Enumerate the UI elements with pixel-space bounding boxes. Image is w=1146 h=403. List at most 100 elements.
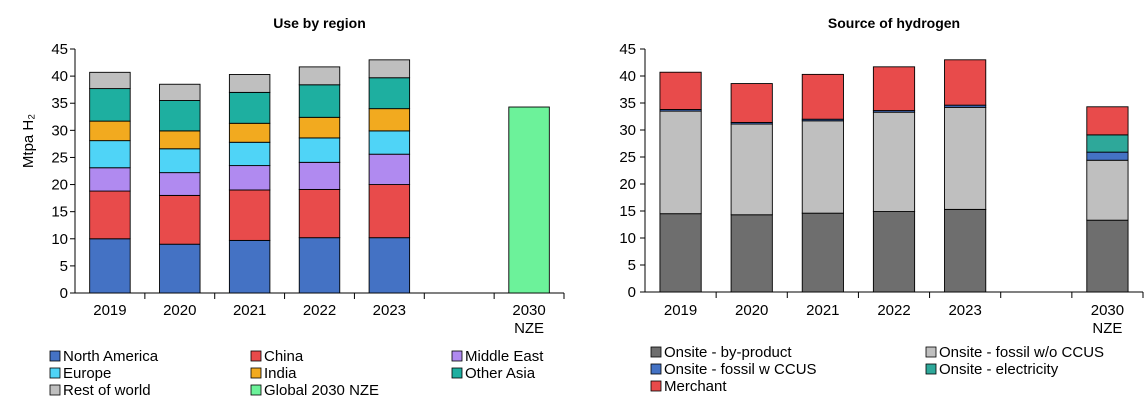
- bar-segment-onsite-fossil-w-o-ccus: [659, 110, 702, 215]
- bar-segment-onsite-fossil-w-o-ccus: [872, 111, 916, 212]
- legend-label: Onsite - fossil w CCUS: [664, 361, 817, 378]
- bar-segment-onsite-by-product: [944, 208, 987, 293]
- x-category-label: 2021: [806, 302, 839, 319]
- x-category-label: 2021: [233, 302, 266, 319]
- y-tick-label: 15: [51, 204, 68, 221]
- bar-segment-north-america: [298, 237, 341, 294]
- bar-segment-europe: [89, 140, 131, 169]
- bar-segment-onsite-fossil-w-ccus: [1086, 151, 1129, 161]
- legend-label: Rest of world: [63, 382, 151, 399]
- bar-segment-rest-of-world: [368, 59, 411, 79]
- bar-segment-middle-east: [368, 153, 411, 186]
- bar-segment-other-asia: [159, 100, 201, 132]
- bar-segment-global-2030-nze: [508, 106, 550, 294]
- legend-label: Onsite - by-product: [664, 344, 792, 361]
- bar-segment-merchant: [872, 66, 916, 112]
- bar-segment-china: [159, 194, 201, 245]
- x-category-label: 2020: [163, 302, 196, 319]
- legend-label: Europe: [63, 365, 111, 382]
- legend-swatch: [650, 380, 662, 392]
- legend-swatch: [451, 350, 463, 362]
- y-tick-label: 0: [628, 284, 636, 301]
- x-category-label: 2022: [877, 302, 910, 319]
- bar-segment-other-asia: [89, 88, 131, 122]
- x-category-label: 2023: [373, 302, 406, 319]
- bar-segment-onsite-by-product: [1086, 219, 1129, 293]
- chart-title-2: Source of hydrogen: [828, 15, 960, 31]
- bar-segment-north-america: [228, 239, 271, 294]
- legend-label: Other Asia: [465, 365, 536, 382]
- y-tick-label: 30: [619, 122, 636, 139]
- bar-segment-north-america: [159, 243, 201, 294]
- legend-label: Global 2030 NZE: [264, 382, 379, 399]
- bar-segment-onsite-fossil-w-o-ccus: [730, 123, 773, 216]
- legend-label: Onsite - electricity: [939, 361, 1059, 378]
- y-tick-label: 10: [619, 230, 636, 247]
- bar-segment-onsite-fossil-w-o-ccus: [801, 120, 844, 214]
- bar-segment-rest-of-world: [159, 83, 201, 101]
- bar-segment-merchant: [801, 73, 844, 120]
- bar-segment-merchant: [944, 59, 987, 106]
- legend-swatch: [925, 346, 937, 358]
- bar-segment-europe: [159, 148, 201, 174]
- bar-segment-india: [298, 116, 341, 139]
- legend-label: China: [264, 348, 304, 365]
- bar-segment-other-asia: [228, 91, 271, 124]
- legend-swatch: [49, 367, 61, 379]
- bar-segment-onsite-by-product: [801, 212, 844, 293]
- bar-segment-india: [159, 130, 201, 150]
- bar-segment-middle-east: [228, 165, 271, 191]
- x-category-label: 2019: [664, 302, 697, 319]
- x-category-label: 2030: [1091, 302, 1124, 319]
- y-tick-label: 40: [51, 68, 68, 85]
- bar-segment-other-asia: [298, 84, 341, 118]
- bar-segment-onsite-electricity: [1086, 134, 1129, 153]
- legend-label: India: [264, 365, 297, 382]
- x-category-label: NZE: [1092, 320, 1122, 337]
- legend-swatch: [250, 367, 262, 379]
- y-tick-label: 25: [619, 149, 636, 166]
- bar-segment-china: [298, 188, 341, 239]
- legend-swatch: [250, 384, 262, 396]
- bar-segment-china: [89, 190, 131, 240]
- bar-segment-rest-of-world: [298, 66, 341, 86]
- legend-swatch: [49, 350, 61, 362]
- y-tick-label: 45: [619, 41, 636, 58]
- legend-label: Onsite - fossil w/o CCUS: [939, 344, 1104, 361]
- x-category-label: 2022: [303, 302, 336, 319]
- bar-segment-india: [89, 120, 131, 142]
- bar-segment-rest-of-world: [89, 71, 131, 90]
- y-tick-label: 5: [60, 258, 68, 275]
- bar-segment-europe: [298, 137, 341, 163]
- bar-segment-china: [228, 189, 271, 241]
- bar-segment-merchant: [1086, 106, 1129, 136]
- y-tick-label: 0: [60, 285, 68, 302]
- y-tick-label: 35: [51, 95, 68, 112]
- y-tick-label: 20: [619, 176, 636, 193]
- legend-swatch: [451, 367, 463, 379]
- legend-label: Middle East: [465, 348, 544, 365]
- x-category-label: 2023: [948, 302, 981, 319]
- legend-swatch: [650, 363, 662, 375]
- legend-swatch: [925, 363, 937, 375]
- bar-segment-onsite-by-product: [730, 214, 773, 293]
- x-category-label: 2020: [735, 302, 768, 319]
- y-tick-label: 35: [619, 95, 636, 112]
- legend-swatch: [250, 350, 262, 362]
- legend-label: Merchant: [664, 378, 727, 395]
- bar-segment-europe: [368, 130, 411, 155]
- chart-title-1: Use by region: [273, 15, 366, 31]
- y-tick-label: 15: [619, 203, 636, 220]
- legend-label: North America: [63, 348, 159, 365]
- x-category-label: NZE: [514, 320, 544, 337]
- y-tick-label: 45: [51, 41, 68, 58]
- bar-segment-onsite-fossil-w-o-ccus: [1086, 159, 1129, 221]
- y-axis-label-1: Mtpa H₂: [20, 114, 37, 168]
- bar-segment-middle-east: [298, 161, 341, 190]
- bar-segment-onsite-by-product: [659, 213, 702, 293]
- legend-swatch: [49, 384, 61, 396]
- bar-segment-north-america: [368, 237, 411, 294]
- y-tick-label: 5: [628, 257, 636, 274]
